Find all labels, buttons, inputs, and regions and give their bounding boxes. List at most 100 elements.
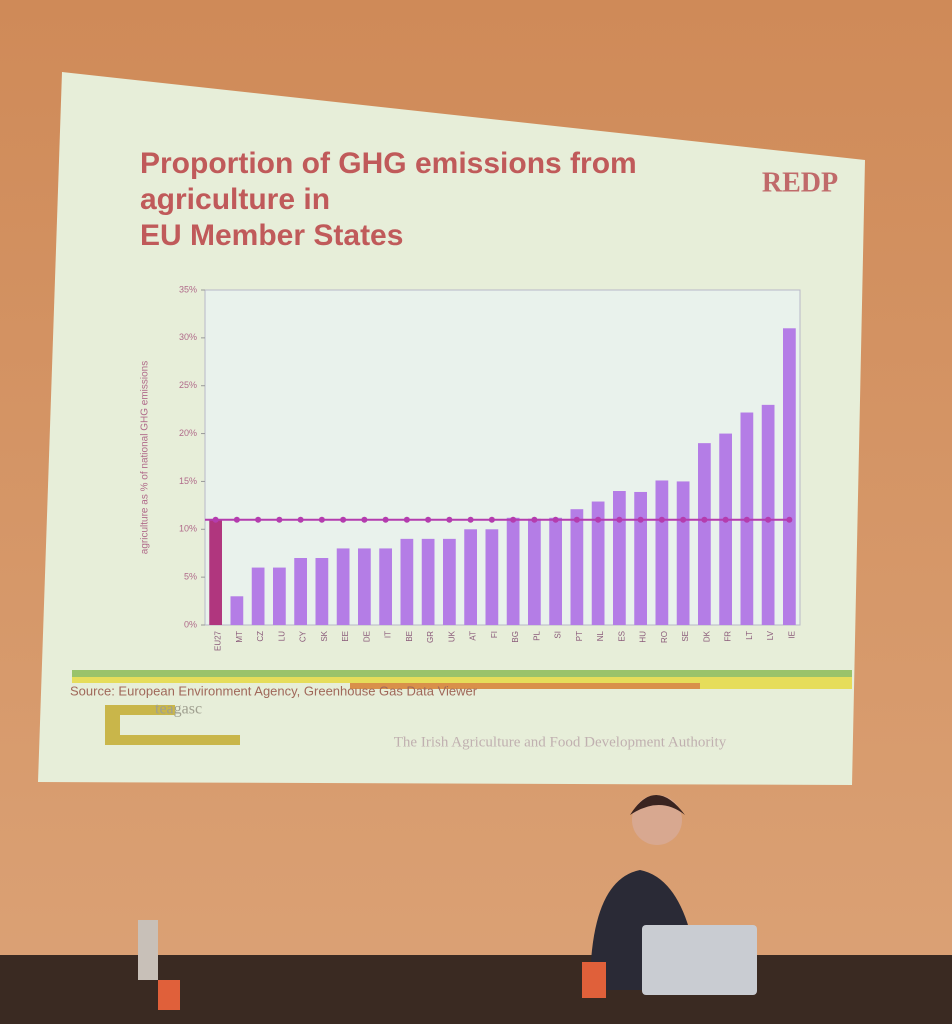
- x-tick-label: NL: [596, 630, 605, 641]
- reference-marker: [488, 516, 495, 523]
- strip: [72, 670, 852, 677]
- reference-marker: [595, 516, 602, 523]
- reference-marker: [233, 516, 240, 523]
- reference-marker: [743, 516, 750, 523]
- x-tick-label: LT: [745, 631, 754, 640]
- x-tick-label: BG: [511, 631, 520, 643]
- bar: [294, 558, 307, 625]
- bar: [358, 548, 371, 625]
- x-tick-label: AT: [469, 631, 478, 641]
- x-tick-label: EU27: [214, 630, 223, 651]
- reference-marker: [467, 516, 474, 523]
- reference-marker: [722, 516, 729, 523]
- x-tick-label: DK: [702, 630, 711, 642]
- x-tick-label: HU: [639, 631, 648, 643]
- x-tick-label: LU: [277, 631, 286, 641]
- x-tick-label: SI: [554, 631, 563, 639]
- reference-marker: [701, 516, 708, 523]
- x-tick-label: SE: [681, 631, 690, 642]
- x-tick-label: FR: [724, 631, 733, 642]
- x-tick-label: GR: [426, 631, 435, 643]
- bar: [464, 529, 477, 625]
- x-tick-label: ES: [617, 631, 626, 642]
- strip: [700, 683, 852, 689]
- x-tick-label: SK: [320, 630, 329, 641]
- x-tick-label: MT: [235, 631, 244, 643]
- bar: [209, 519, 222, 625]
- reference-marker: [531, 516, 538, 523]
- y-tick-label: 10%: [179, 524, 197, 534]
- reference-marker: [552, 516, 559, 523]
- reference-marker: [637, 516, 644, 523]
- reference-marker: [276, 516, 283, 523]
- org-name: The Irish Agriculture and Food Developme…: [394, 734, 727, 750]
- bar: [719, 433, 732, 625]
- reference-marker: [446, 516, 453, 523]
- bar: [251, 567, 265, 625]
- x-tick-label: EE: [341, 631, 350, 642]
- source: Source: European Environment Agency, Gre…: [70, 683, 478, 698]
- bar: [230, 596, 244, 625]
- y-tick-label: 15%: [179, 476, 197, 486]
- bar: [591, 501, 605, 625]
- reference-marker: [297, 516, 304, 523]
- x-tick-label: FI: [490, 631, 499, 638]
- y-tick-label: 30%: [179, 332, 197, 342]
- presenter-hair: [630, 795, 685, 815]
- x-tick-label: PT: [575, 631, 584, 641]
- reference-marker: [318, 516, 325, 523]
- reference-marker: [616, 516, 623, 523]
- x-tick-label: IT: [384, 631, 393, 638]
- reference-marker: [403, 516, 410, 523]
- y-tick-label: 35%: [179, 284, 197, 294]
- reference-marker: [382, 516, 389, 523]
- x-tick-label: LV: [766, 630, 775, 640]
- x-tick-label: BE: [405, 631, 414, 642]
- slide-title: Proportion of GHG emissions from agricult…: [140, 147, 637, 252]
- bar: [379, 548, 392, 625]
- reference-marker: [361, 516, 368, 523]
- bar: [698, 443, 711, 625]
- bar: [761, 404, 775, 625]
- x-tick-label: PL: [532, 630, 541, 640]
- reference-marker: [765, 516, 772, 523]
- bar: [570, 509, 584, 625]
- bar: [443, 538, 456, 625]
- bar: [336, 548, 350, 625]
- y-tick-label: 0%: [184, 619, 197, 629]
- bar: [400, 538, 414, 625]
- x-tick-label: DE: [362, 631, 371, 642]
- x-tick-label: CZ: [256, 631, 265, 642]
- x-tick-label: UK: [447, 630, 456, 642]
- reference-marker: [255, 516, 262, 523]
- bar: [485, 529, 499, 625]
- bar: [613, 491, 626, 625]
- reference-marker: [786, 516, 793, 523]
- reference-marker: [510, 516, 517, 523]
- bar: [506, 517, 520, 625]
- org-logo: teagasc: [155, 701, 202, 718]
- cup: [582, 962, 606, 998]
- x-tick-label: RO: [660, 631, 669, 643]
- y-axis-label: agriculture as % of national GHG emissio…: [140, 361, 151, 554]
- bar: [783, 328, 796, 625]
- x-tick-label: CY: [299, 630, 308, 642]
- bar: [421, 538, 435, 625]
- laptop: [642, 925, 757, 995]
- strip: [72, 677, 852, 683]
- reference-marker: [573, 516, 580, 523]
- reference-marker: [425, 516, 432, 523]
- bar: [655, 480, 669, 625]
- x-tick-label: IE: [787, 631, 796, 639]
- bottle: [138, 920, 158, 980]
- bar: [315, 558, 329, 625]
- bar: [676, 481, 690, 625]
- plot: agriculture as % of national GHG emissio…: [140, 284, 801, 651]
- reference-marker: [658, 516, 665, 523]
- y-tick-label: 5%: [184, 572, 197, 582]
- y-tick-label: 25%: [179, 380, 197, 390]
- strip: [350, 683, 700, 689]
- reference-marker: [680, 516, 687, 523]
